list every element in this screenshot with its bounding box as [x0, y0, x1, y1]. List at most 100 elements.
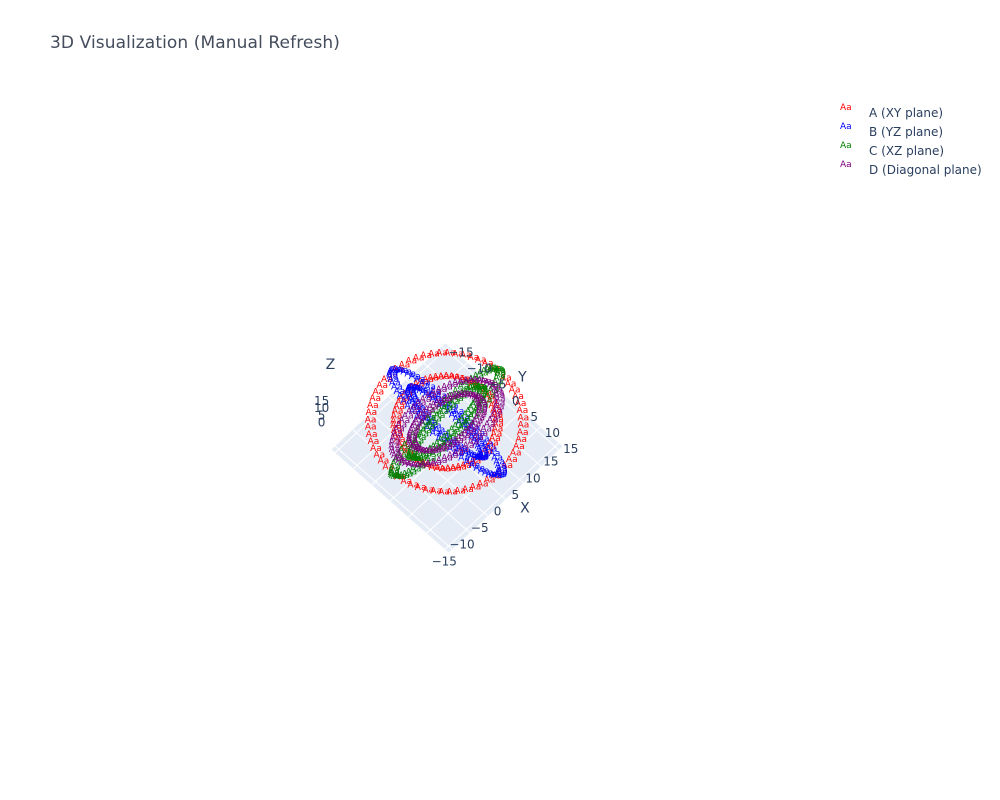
- data-point: Aa: [487, 438, 499, 448]
- data-point: Aa: [427, 418, 439, 428]
- data-point: Aa: [477, 447, 489, 457]
- data-point: Aa: [399, 360, 411, 370]
- data-point: Aa: [392, 431, 404, 441]
- data-point: Aa: [476, 444, 488, 454]
- data-point: Aa: [423, 422, 435, 432]
- data-point: Aa: [468, 384, 480, 394]
- data-point: Aa: [395, 420, 407, 430]
- data-point: Aa: [419, 379, 431, 389]
- data-point: Aa: [445, 407, 457, 417]
- data-point: Aa: [437, 400, 449, 410]
- data-point: Aa: [458, 445, 470, 455]
- data-point: Aa: [506, 455, 518, 465]
- data-point: Aa: [459, 414, 471, 424]
- data-point: Aa: [466, 429, 478, 439]
- data-point: Aa: [415, 399, 427, 409]
- data-point: Aa: [492, 420, 504, 430]
- data-point: Aa: [418, 411, 430, 421]
- legend-item[interactable]: Aa C (XZ plane): [840, 141, 982, 160]
- data-point: Aa: [484, 378, 496, 388]
- data-point: Aa: [462, 485, 474, 495]
- data-point: Aa: [423, 389, 435, 399]
- grid-layer: [331, 343, 563, 553]
- data-point: Aa: [406, 450, 418, 460]
- data-point: Aa: [407, 480, 419, 490]
- data-point: Aa: [449, 411, 461, 421]
- data-point: Aa: [449, 425, 461, 435]
- data-point: Aa: [412, 383, 424, 393]
- data-point: Aa: [396, 456, 408, 466]
- data-point: Aa: [477, 479, 489, 489]
- series-diagonal: AaAaAaAaAaAaAaAaAaAaAaAaAaAaAaAaAaAaAaAa…: [388, 375, 505, 470]
- legend-swatch: Aa: [840, 122, 852, 132]
- data-point: Aa: [496, 464, 508, 474]
- data-point: Aa: [387, 375, 399, 385]
- data-point: Aa: [487, 386, 499, 396]
- data-point: Aa: [398, 416, 410, 426]
- data-point: Aa: [370, 444, 382, 454]
- legend-item[interactable]: Aa B (YZ plane): [840, 122, 982, 141]
- data-point: Aa: [477, 385, 489, 395]
- data-point: Aa: [409, 443, 421, 453]
- data-point: Aa: [389, 445, 401, 455]
- data-point: Aa: [472, 382, 484, 392]
- data-point: Aa: [439, 464, 451, 474]
- data-point: Aa: [406, 451, 418, 461]
- data-point: Aa: [415, 445, 427, 455]
- data-point: Aa: [415, 433, 427, 443]
- data-point: Aa: [473, 394, 485, 404]
- data-point: Aa: [453, 449, 465, 459]
- data-point: Aa: [441, 432, 453, 442]
- data-point: Aa: [480, 425, 492, 435]
- data-point: Aa: [435, 392, 447, 402]
- data-point: Aa: [389, 437, 401, 447]
- data-point: Aa: [437, 429, 449, 439]
- legend-item[interactable]: Aa D (Diagonal plane): [840, 160, 982, 179]
- data-point: Aa: [394, 473, 406, 483]
- data-point: Aa: [432, 372, 444, 382]
- data-point: Aa: [452, 421, 464, 431]
- data-point: Aa: [493, 365, 505, 375]
- data-point: Aa: [460, 351, 472, 361]
- data-point: Aa: [409, 383, 421, 393]
- data-point: Aa: [489, 411, 501, 421]
- data-point: Aa: [420, 411, 432, 421]
- data-point: Aa: [474, 454, 486, 464]
- data-point: Aa: [419, 458, 431, 468]
- data-point: Aa: [423, 414, 435, 424]
- legend-item[interactable]: Aa A (XY plane): [840, 103, 982, 122]
- data-point: Aa: [484, 392, 496, 402]
- data-point: Aa: [472, 375, 484, 385]
- tick-label: 0: [318, 416, 326, 430]
- tick-label: 10: [314, 401, 329, 415]
- data-point: Aa: [441, 382, 453, 392]
- data-point: Aa: [477, 385, 489, 395]
- data-point: Aa: [447, 451, 459, 461]
- data-point: Aa: [494, 395, 506, 405]
- tick-label: −10: [449, 538, 474, 552]
- data-point: Aa: [411, 443, 423, 453]
- data-point: Aa: [410, 465, 422, 475]
- data-point: Aa: [459, 431, 471, 441]
- data-point: Aa: [402, 441, 414, 451]
- data-point: Aa: [492, 377, 504, 387]
- data-point: Aa: [478, 450, 490, 460]
- data-point: Aa: [397, 366, 409, 376]
- data-point: Aa: [388, 470, 400, 480]
- data-point: Aa: [408, 425, 420, 435]
- data-point: Aa: [405, 387, 417, 397]
- data-point: Aa: [412, 436, 424, 446]
- data-point: Aa: [415, 414, 427, 424]
- data-point: Aa: [429, 463, 441, 473]
- data-point: Aa: [382, 462, 394, 472]
- data-point: Aa: [468, 374, 480, 384]
- data-point: Aa: [465, 459, 477, 469]
- data-point: Aa: [427, 373, 439, 383]
- data-point: Aa: [441, 454, 453, 464]
- data-point: Aa: [458, 423, 470, 433]
- data-point: Aa: [410, 454, 422, 464]
- data-point: Aa: [392, 365, 404, 375]
- data-point: Aa: [445, 464, 457, 474]
- data-point: Aa: [368, 437, 380, 447]
